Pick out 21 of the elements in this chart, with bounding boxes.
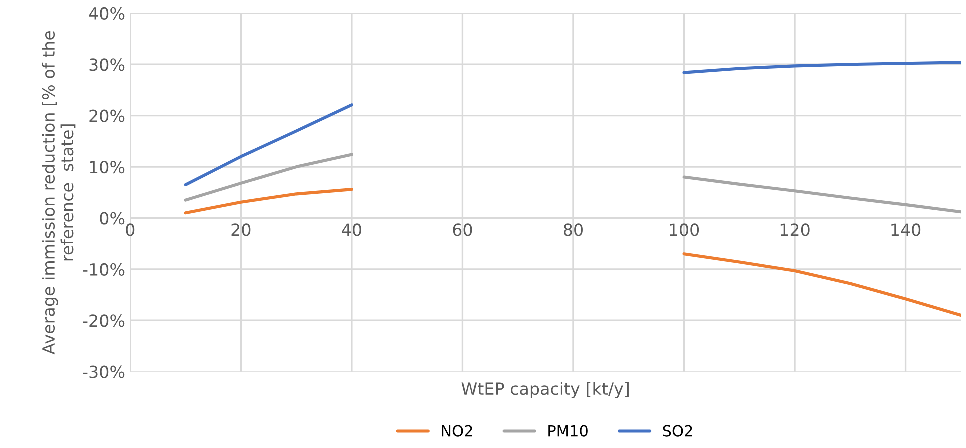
x-tick-label: 100 [670,224,700,236]
x-tick-label: 120 [780,224,810,236]
x-axis-title: WtEP capacity [kt/y] [462,382,629,398]
y-tick-label: 30% [90,58,125,72]
x-tick-label: 60 [453,224,472,236]
x-tick-label: 0 [126,224,135,236]
y-tick-label: 40% [89,7,125,20]
legend-label: NO2 [442,425,472,437]
y-tick-label: 0% [100,212,125,225]
legend-label: PM10 [548,425,588,437]
y-axis-title: Average immission reduction [% of the reference state] [42,31,76,355]
y-tick-label: 10% [90,161,125,174]
x-tick-label: 80 [564,224,583,236]
x-tick-label: 20 [232,224,251,236]
y-tick-label: -30% [83,366,125,378]
legend-label: SO2 [663,425,692,437]
y-tick-label: -20% [83,314,125,328]
y-tick-label: 20% [90,110,125,122]
x-tick-label: 40 [342,224,362,236]
x-tick-label: 140 [892,224,921,236]
y-tick-label: -10% [83,263,125,276]
